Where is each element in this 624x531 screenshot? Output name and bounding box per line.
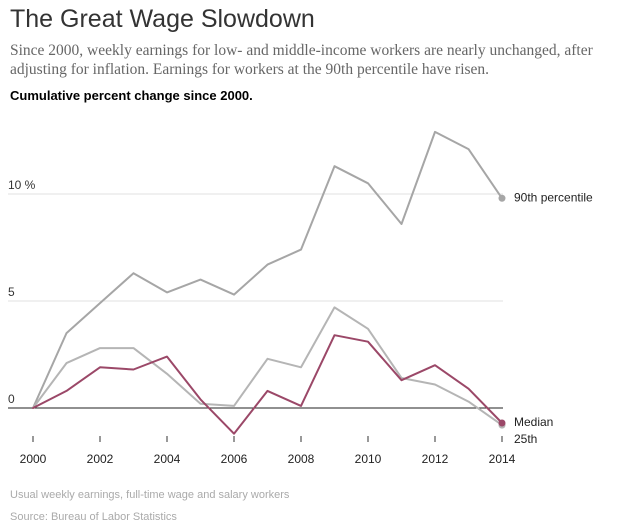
chart-source: Source: Bureau of Labor Statistics <box>10 511 177 523</box>
x-axis: 2000 2002 2004 2006 2008 2010 2012 2014 <box>20 436 516 466</box>
chart-note: Usual weekly earnings, full-time wage an… <box>10 489 290 501</box>
x-tick-label: 2006 <box>221 452 248 466</box>
series-end-marker-90th-percentile <box>498 194 506 202</box>
x-tick-label: 2008 <box>288 452 315 466</box>
y-tick-label: 10 % <box>8 178 36 192</box>
y-tick-label: 5 <box>8 285 15 299</box>
series-line-median <box>32 334 503 435</box>
series-line-25th <box>32 306 503 427</box>
y-tick-label: 0 <box>8 392 15 406</box>
series-lines <box>32 130 506 435</box>
x-tick-label: 2002 <box>87 452 114 466</box>
series-labels: 90th percentile Median 25th <box>514 190 593 446</box>
x-tick-label: 2014 <box>489 452 516 466</box>
chart-title: The Great Wage Slowdown <box>10 5 315 33</box>
gridlines: 0 5 10 % <box>8 178 503 409</box>
x-tick-label: 2004 <box>154 452 181 466</box>
x-tick-label: 2000 <box>20 452 47 466</box>
chart-heading: Cumulative percent change since 2000. <box>10 88 253 103</box>
series-label: 90th percentile <box>514 190 593 204</box>
x-tick-label: 2010 <box>355 452 382 466</box>
series-label: 25th <box>514 432 537 446</box>
x-tick-label: 2012 <box>422 452 449 466</box>
series-end-marker-median <box>498 419 506 427</box>
series-label: Median <box>514 415 553 429</box>
chart-subtitle: Since 2000, weekly earnings for low- and… <box>10 42 593 78</box>
series-line-90th-percentile <box>32 130 503 409</box>
